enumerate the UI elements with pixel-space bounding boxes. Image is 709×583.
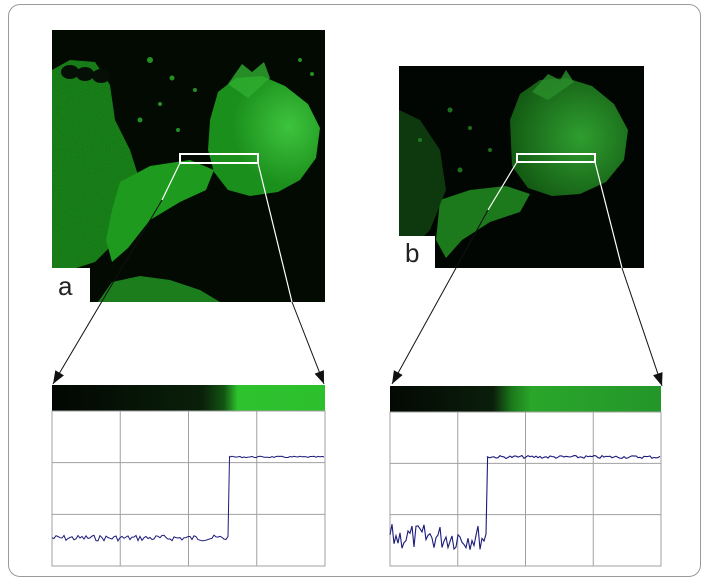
guide-line (487, 161, 518, 211)
selection-box-b (516, 153, 596, 163)
panel-label-b-text: b (405, 238, 419, 268)
selection-box-a (179, 153, 259, 164)
intensity-grid-b (389, 411, 662, 567)
arrow-head (53, 370, 64, 384)
guide-line (594, 161, 623, 269)
guide-line (161, 162, 181, 201)
bright-block-a (208, 76, 320, 196)
micrograph-b (399, 66, 644, 268)
intensity-grid-a (51, 410, 326, 567)
profile-strip-b (390, 386, 661, 412)
arrow-line (391, 209, 489, 385)
panel-label-a: a (52, 268, 90, 302)
intensity-trace-a (51, 455, 325, 542)
arrow-line (621, 267, 663, 387)
profile-strip-a (52, 385, 325, 411)
micrograph-a (52, 30, 325, 302)
bright-band-b (436, 186, 530, 258)
arrow-head (653, 372, 663, 386)
arrow-head (392, 370, 403, 384)
guide-line (257, 162, 293, 303)
bright-block-b (510, 78, 628, 196)
panel-label-a-text: a (58, 271, 73, 301)
arrow-line (291, 301, 325, 385)
arrow-head (314, 370, 324, 384)
intensity-trace-b (389, 454, 661, 551)
bright-band-a (106, 160, 214, 262)
arrow-line (52, 199, 163, 385)
panel-label-b: b (399, 236, 435, 268)
magnification-arrows (52, 161, 663, 387)
